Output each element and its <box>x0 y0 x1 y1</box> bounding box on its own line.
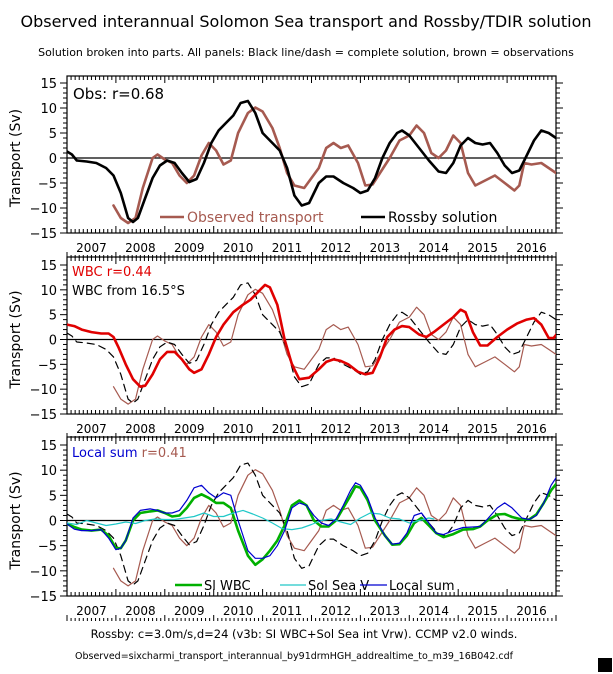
y-tick-label: −15 <box>30 408 57 423</box>
panels: −15 −10 −5 0 5 10 15 Transport (Sv) 2007 2008 2009… <box>8 75 563 621</box>
series-line-complete-solution <box>67 282 556 404</box>
y-tick-label: 0 <box>49 152 57 167</box>
y-axis-label: Transport (Sv) <box>8 471 24 570</box>
x-tick-label: 2012 <box>321 604 352 618</box>
panel-annotation: Local sum r=0.41 <box>72 446 187 461</box>
y-tick-label: 15 <box>40 439 57 454</box>
y-tick-label: 15 <box>40 259 57 274</box>
x-tick-label: 2015 <box>467 604 498 618</box>
y-tick-label: 5 <box>49 489 57 504</box>
y-tick-label: 5 <box>49 309 57 324</box>
annotation-part: Local sum <box>72 446 138 461</box>
x-tick-label: 2008 <box>125 604 156 618</box>
annotation-part: r=0.41 <box>138 446 187 461</box>
x-tick-label: 2011 <box>272 422 303 436</box>
x-tick-label: 2016 <box>516 604 547 618</box>
panel-3: −15 −10 −5 0 5 10 15 Transport (Sv) 2007 2008 2009… <box>8 436 563 621</box>
x-tick-label: 2016 <box>516 422 547 436</box>
series-line-local-sum <box>67 476 556 559</box>
figure-subtitle: Solution broken into parts. All panels: … <box>38 46 574 59</box>
x-tick-label: 2012 <box>321 241 352 255</box>
x-tick-label: 2015 <box>467 241 498 255</box>
legend-label-sol-sea-v: Sol Sea V <box>308 579 369 594</box>
x-tick-label: 2014 <box>418 604 449 618</box>
panel-annotation-wbc: WBC r=0.44 <box>72 265 152 280</box>
series-line-observed-transport <box>112 106 556 225</box>
y-tick-label: −10 <box>30 565 57 580</box>
x-tick-label: 2008 <box>125 422 156 436</box>
x-tick-label: 2013 <box>370 604 401 618</box>
y-tick-label: −5 <box>38 540 57 555</box>
x-tick-label: 2007 <box>76 422 107 436</box>
y-tick-label: −10 <box>30 383 57 398</box>
series-line-observed <box>112 469 556 587</box>
x-tick-label: 2010 <box>223 422 254 436</box>
y-tick-label: −5 <box>38 358 57 373</box>
series-group <box>67 99 556 225</box>
y-tick-label: 10 <box>40 464 57 479</box>
x-tick-label: 2007 <box>76 604 107 618</box>
y-tick-label: 10 <box>40 284 57 299</box>
x-tick-label: 2013 <box>370 241 401 255</box>
x-tick-label: 2009 <box>174 604 205 618</box>
x-tick-label: 2011 <box>272 241 303 255</box>
x-tick-label: 2008 <box>125 241 156 255</box>
panel-2: −15 −10 −5 0 5 10 15 Transport (Sv) 2007 2008 2009… <box>8 256 563 439</box>
x-tick-label: 2015 <box>467 422 498 436</box>
y-tick-label: −5 <box>38 177 57 192</box>
y-tick-label: 5 <box>49 127 57 142</box>
y-tick-label: 10 <box>40 102 57 117</box>
y-axis-label: Transport (Sv) <box>8 109 24 208</box>
footer-observed-file: Observed=sixcharmi_transport_interannual… <box>75 651 514 662</box>
series-group <box>67 462 556 587</box>
x-tick-label: 2009 <box>174 422 205 436</box>
panel-annotation-wbc-source: WBC from 16.5°S <box>72 284 185 299</box>
x-tick-label: 2011 <box>272 604 303 618</box>
series-line-complete-solution <box>67 462 556 586</box>
series-line-rossby-solution <box>67 99 556 224</box>
y-tick-label: −15 <box>30 590 57 605</box>
series-line-sol-sea-v <box>67 509 435 531</box>
plot-frame <box>66 256 557 415</box>
y-tick-label: −10 <box>30 202 57 217</box>
x-tick-label: 2016 <box>516 241 547 255</box>
series-line-observed <box>112 288 556 405</box>
y-tick-label: 0 <box>49 334 57 349</box>
panel-annotation: Obs: r=0.68 <box>73 85 164 103</box>
y-axis-label: Transport (Sv) <box>8 290 24 389</box>
corner-black-square <box>598 658 612 672</box>
x-tick-label: 2014 <box>418 241 449 255</box>
footer-rossby-params: Rossby: c=3.0m/s,d=24 (v3b: SI WBC+Sol S… <box>91 627 518 641</box>
legend-label-observed: Observed transport <box>187 210 324 226</box>
panel-1: −15 −10 −5 0 5 10 15 Transport (Sv) 2007 2008 2009… <box>8 75 563 258</box>
x-tick-label: 2007 <box>76 241 107 255</box>
y-tick-label: 0 <box>49 515 57 530</box>
x-tick-label: 2012 <box>321 422 352 436</box>
x-tick-label: 2010 <box>223 604 254 618</box>
x-tick-label: 2013 <box>370 422 401 436</box>
figure-title: Observed interannual Solomon Sea transpo… <box>20 12 591 31</box>
x-tick-label: 2009 <box>174 241 205 255</box>
x-tick-label: 2014 <box>418 422 449 436</box>
legend-label-sl-wbc: Sl WBC <box>204 579 251 594</box>
series-line-wbc <box>67 283 556 388</box>
legend-label-local-sum: Local sum <box>389 579 455 594</box>
y-tick-label: −15 <box>30 227 57 242</box>
y-tick-label: 15 <box>40 77 57 92</box>
series-group <box>67 282 556 405</box>
legend-label-rossby: Rossby solution <box>388 210 497 226</box>
x-tick-label: 2010 <box>223 241 254 255</box>
